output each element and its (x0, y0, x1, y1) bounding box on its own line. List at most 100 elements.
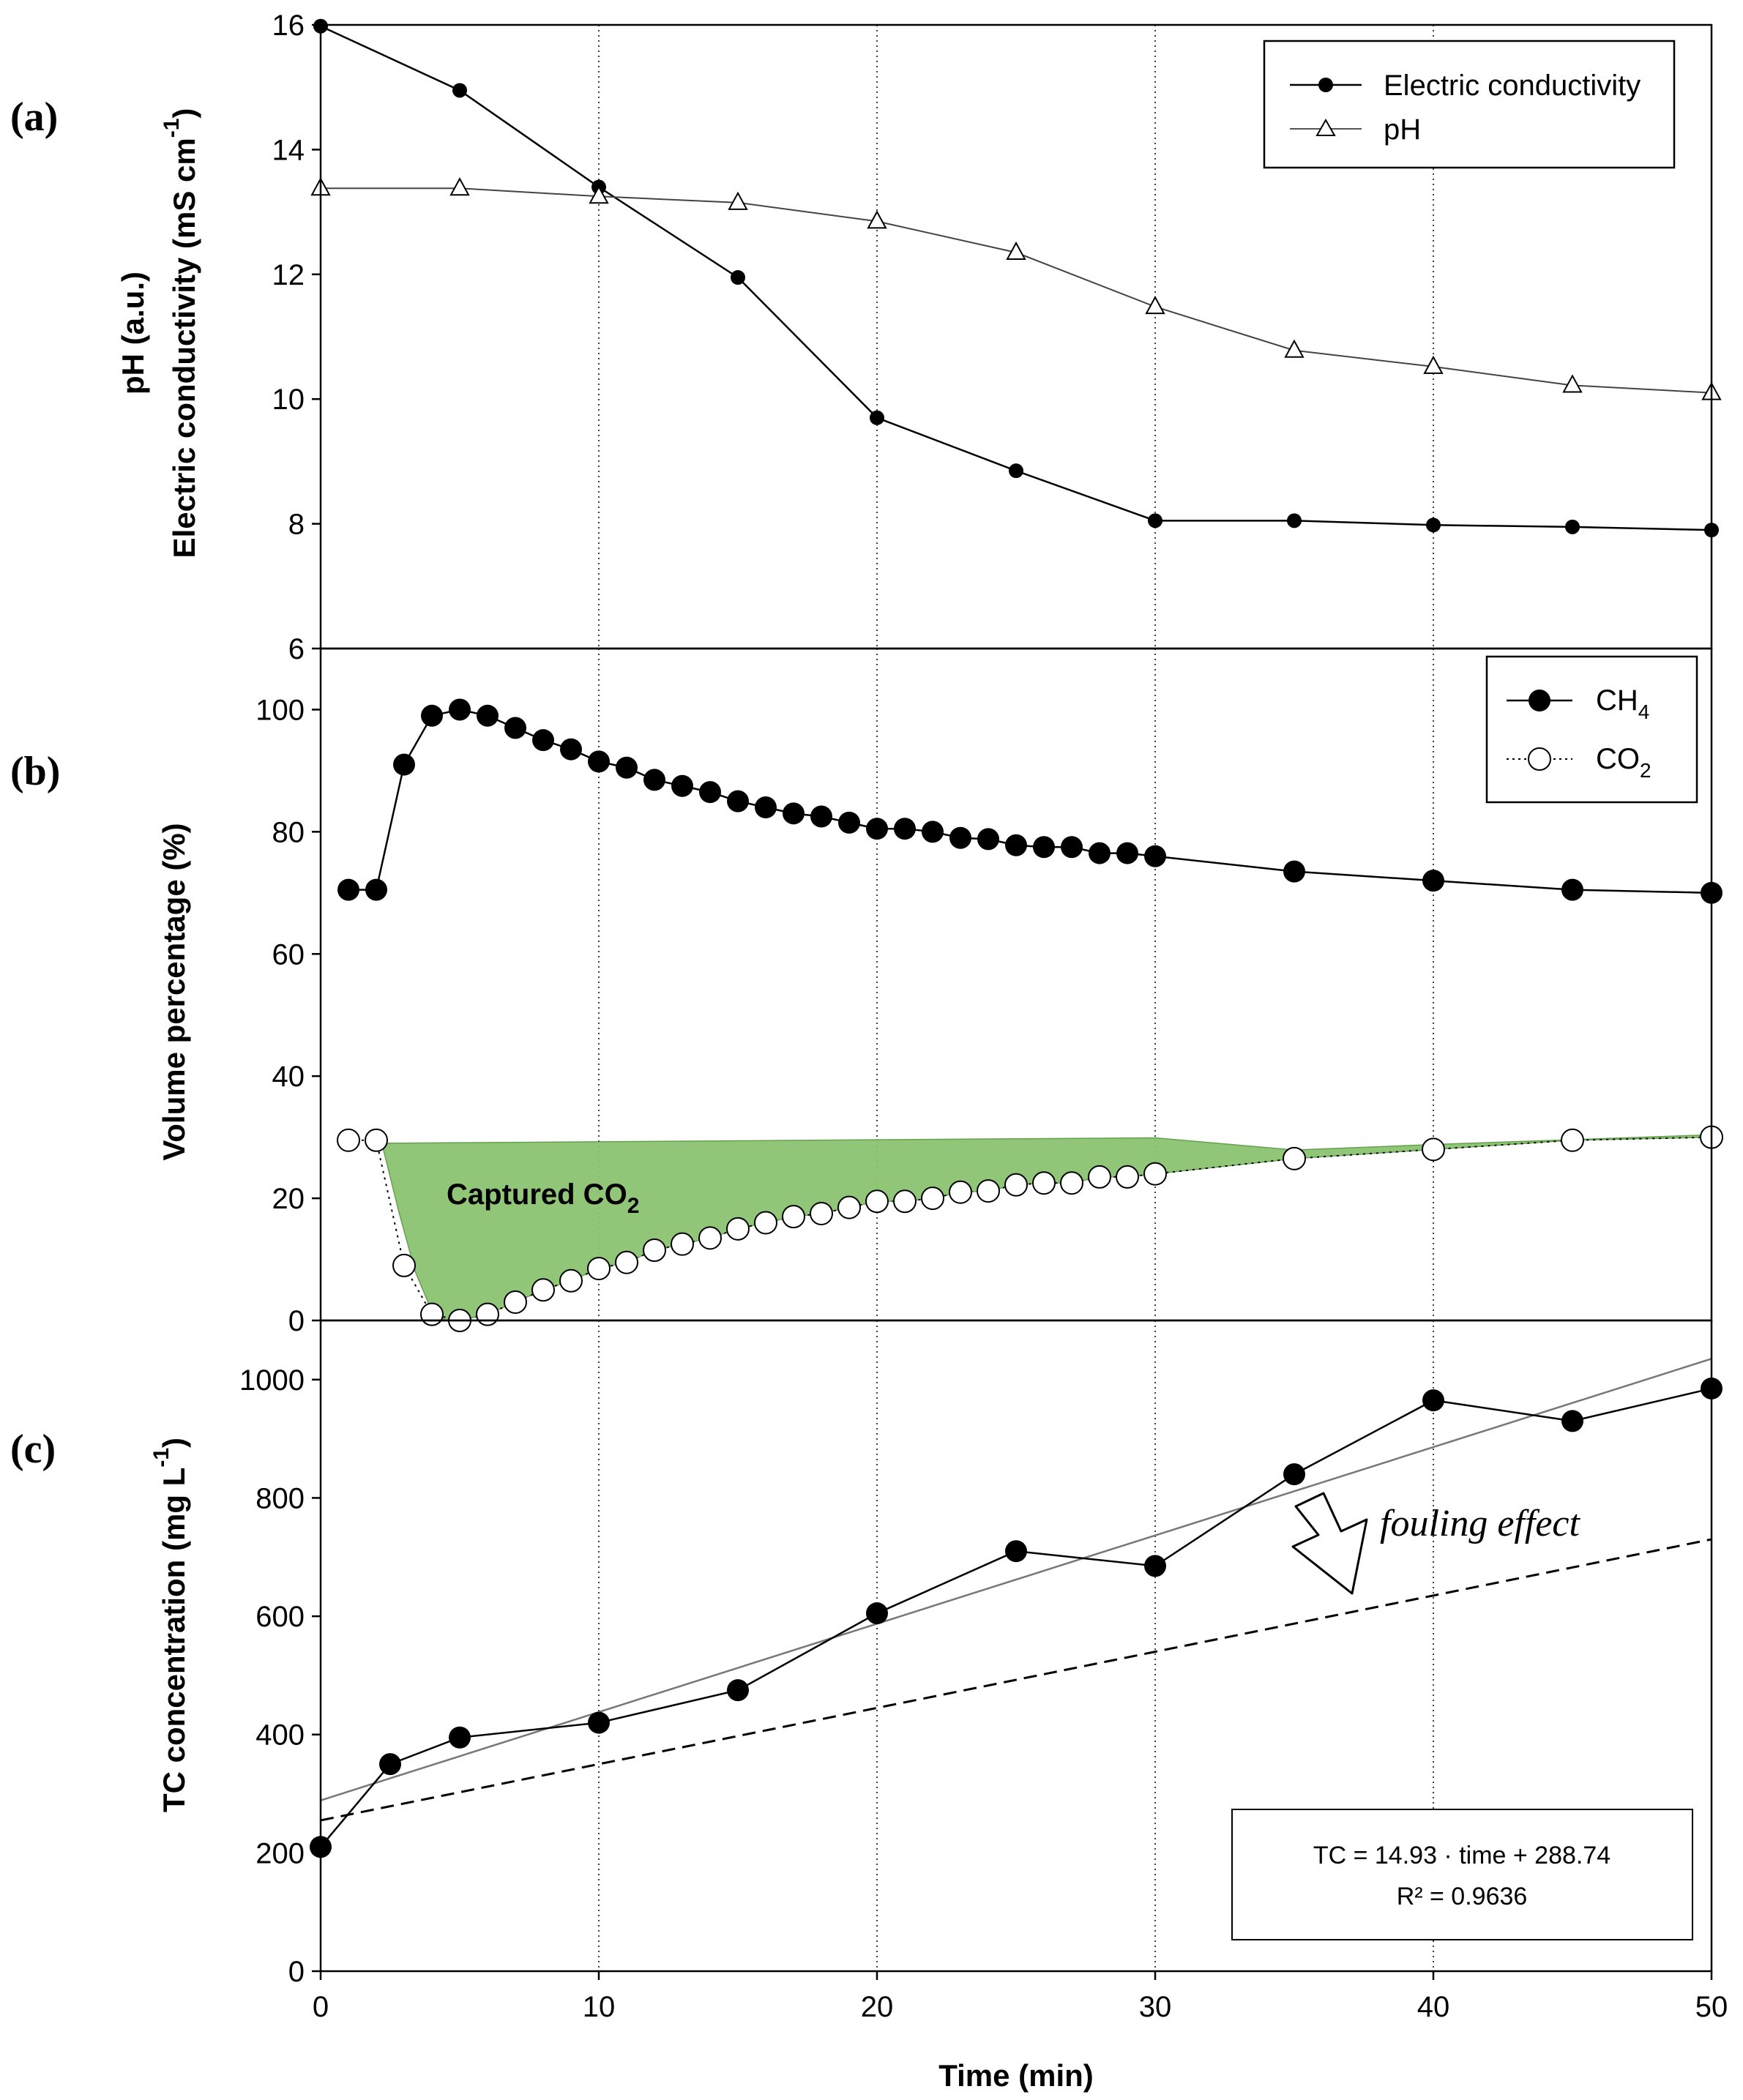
ytick-label: 16 (272, 10, 305, 42)
captured-co2-area (376, 1134, 1712, 1321)
co2-point (1060, 1171, 1083, 1195)
ch4-point (1144, 845, 1166, 867)
linear-fit-line (320, 1358, 1712, 1801)
ch4-point (1561, 878, 1583, 901)
legend-ch4-label: CH4 (1596, 684, 1649, 723)
ytick-label: 8 (288, 509, 305, 541)
co2-point (1116, 1165, 1139, 1189)
ec-point (452, 83, 467, 98)
co2-point (1088, 1165, 1111, 1189)
panel-a-ylabel-ec-main: Electric conductivity (mS cm (167, 138, 201, 558)
ytick-label: 600 (255, 1601, 305, 1633)
panel-b-yticks: 0 20 40 60 80 100 (255, 694, 321, 1337)
ytick-label: 14 (272, 134, 305, 166)
ph-point (867, 210, 887, 229)
ph-point (449, 177, 470, 196)
ph-point (1562, 374, 1583, 393)
ytick-label: 20 (272, 1183, 305, 1215)
co2-point (782, 1205, 805, 1229)
co2-point (893, 1189, 917, 1214)
panel-a-ylabel-ec-sup: -1 (160, 119, 184, 138)
co2-point (726, 1217, 750, 1241)
panel-c-yticks: 0 200 400 600 800 1000 (239, 1364, 321, 1988)
ytick-label: 200 (255, 1837, 305, 1869)
legend-co2-label-main: CO (1596, 743, 1640, 775)
xtick-label: 20 (861, 1991, 894, 2023)
co2-point (1143, 1162, 1167, 1186)
ch4-point (1061, 836, 1083, 859)
legend-ec-marker (1318, 78, 1333, 92)
ph-series-line (321, 187, 1712, 394)
panel-b-legend: CH4 CO2 (1485, 655, 1698, 804)
ec-point (870, 410, 884, 425)
ch4-point (1422, 870, 1444, 892)
panel-a-legend-box (1263, 40, 1676, 169)
ytick-label: 0 (288, 1305, 305, 1337)
tc-point (727, 1679, 749, 1702)
tc-point (1561, 1410, 1583, 1432)
ytick-label: 800 (255, 1482, 305, 1514)
co2-point (504, 1290, 527, 1314)
ph-point (1145, 296, 1165, 315)
ch4-point (643, 769, 665, 791)
ch4-point (504, 717, 526, 739)
co2-point (671, 1232, 694, 1256)
ph-point (728, 191, 748, 210)
ch4-point (560, 738, 582, 761)
ytick-label: 1000 (239, 1364, 305, 1397)
co2-point (643, 1238, 666, 1263)
panel-c-ylabel-main: TC concentration (mg L (157, 1468, 191, 1812)
captured-co2-label: Captured CO2 (447, 1178, 639, 1218)
ytick-label: 6 (288, 633, 305, 665)
co2-point (615, 1250, 638, 1274)
fouling-effect-label: fouling effect (1380, 1503, 1580, 1544)
ch4-point (1033, 836, 1055, 859)
panel-c-ylabel-text: TC concentration (mg L-1) (149, 1438, 191, 1812)
panel-c-frame (319, 1319, 1713, 1973)
tc-point (449, 1726, 471, 1749)
tc-point (1422, 1389, 1444, 1412)
ph-point (1006, 241, 1026, 260)
panel-c-gridlines (598, 1320, 1434, 1971)
ec-point (1009, 463, 1023, 479)
ec-point (1148, 513, 1162, 528)
panel-b-legend-box (1485, 655, 1698, 804)
panel-a-ylabel-ph: pH (a.u.) (116, 272, 150, 395)
xtick-label: 30 (1139, 1991, 1172, 2023)
xtick-label: 0 (313, 1991, 329, 2023)
ch4-point (1005, 834, 1027, 856)
xtick-label: 50 (1695, 1991, 1728, 2023)
ytick-label: 12 (272, 259, 305, 291)
panel-a-ylabel: pH (a.u.) Electric conductivity (mS cm-1… (116, 108, 201, 558)
panel-b-ylabel-text: Volume percentage (%) (157, 823, 191, 1160)
x-axis-label: Time (min) (938, 2058, 1094, 2093)
xtick-label: 40 (1417, 1991, 1450, 2023)
ytick-label: 60 (272, 938, 305, 971)
co2-point (337, 1128, 360, 1152)
ph-point (589, 185, 609, 204)
co2-point (392, 1253, 416, 1277)
captured-co2-label-sub: 2 (627, 1194, 640, 1218)
r-squared-line: R² = 0.9636 (1397, 1883, 1528, 1910)
ch4-point (477, 704, 499, 727)
tc-point (379, 1753, 401, 1776)
co2-point (420, 1302, 444, 1326)
tc-point (1005, 1540, 1027, 1563)
panel-b-ylabel: Volume percentage (%) (157, 823, 191, 1160)
ytick-label: 100 (255, 694, 305, 726)
ytick-label: 80 (272, 816, 305, 848)
ch4-point (977, 828, 999, 851)
ch4-point (393, 753, 415, 776)
legend-ch4-label-sub: 4 (1638, 700, 1650, 723)
legend-ph-label: pH (1384, 113, 1421, 146)
ytick-label: 400 (255, 1719, 305, 1752)
ytick-label: 0 (288, 1956, 305, 1988)
co2-point (1004, 1173, 1028, 1197)
co2-point (949, 1180, 972, 1204)
panel-a-ylabel-ec: Electric conductivity (mS cm-1) (160, 108, 201, 558)
ch4-point (949, 826, 971, 849)
reference-dashed-line (320, 1538, 1712, 1822)
ec-point (1565, 519, 1580, 534)
